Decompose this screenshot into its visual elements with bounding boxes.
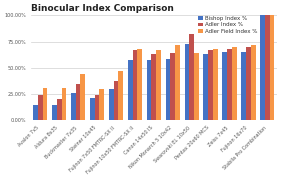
Text: Binocular Index Comparison: Binocular Index Comparison: [31, 4, 174, 13]
Bar: [99, 89, 104, 120]
Bar: [71, 93, 76, 120]
Bar: [241, 52, 246, 120]
Bar: [270, 15, 275, 120]
Bar: [166, 59, 170, 120]
Bar: [213, 49, 218, 120]
Bar: [133, 50, 137, 120]
Bar: [33, 105, 38, 120]
Bar: [175, 45, 180, 120]
Bar: [80, 74, 85, 120]
Bar: [95, 95, 99, 120]
Bar: [118, 71, 123, 120]
Bar: [52, 105, 57, 120]
Bar: [265, 15, 270, 120]
Bar: [76, 84, 80, 120]
Bar: [57, 99, 62, 120]
Bar: [156, 50, 161, 120]
Bar: [203, 54, 208, 120]
Bar: [208, 50, 213, 120]
Bar: [151, 54, 156, 120]
Bar: [114, 81, 118, 120]
Bar: [223, 52, 227, 120]
Bar: [232, 47, 237, 120]
Bar: [251, 45, 255, 120]
Bar: [185, 44, 189, 120]
Bar: [90, 98, 95, 120]
Bar: [109, 89, 114, 120]
Bar: [147, 61, 151, 120]
Bar: [246, 47, 251, 120]
Bar: [194, 53, 199, 120]
Bar: [260, 15, 265, 120]
Bar: [137, 49, 142, 120]
Bar: [128, 61, 133, 120]
Bar: [189, 34, 194, 120]
Bar: [43, 88, 47, 120]
Bar: [227, 49, 232, 120]
Bar: [38, 95, 43, 120]
Bar: [62, 88, 66, 120]
Bar: [170, 53, 175, 120]
Legend: Bishop Index %, Adler Index %, Adler Field Index %: Bishop Index %, Adler Index %, Adler Fie…: [198, 16, 257, 34]
